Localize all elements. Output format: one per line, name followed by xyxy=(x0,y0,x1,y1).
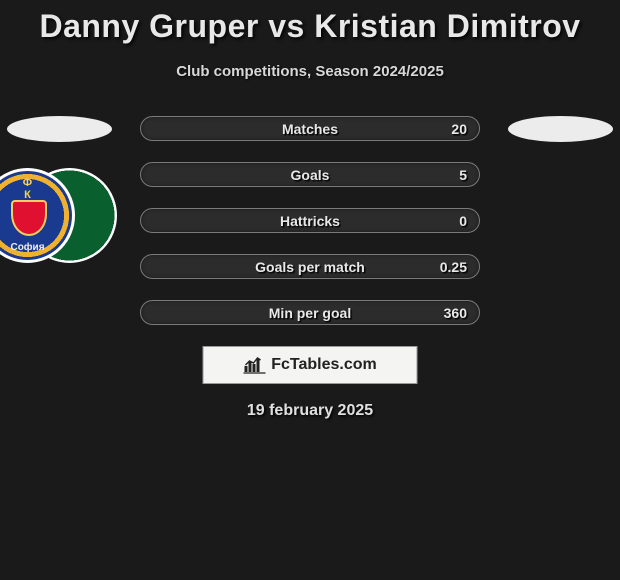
club-logo-levski-shield xyxy=(11,200,47,236)
stat-row-hattricks: Hattricks 0 xyxy=(140,208,480,233)
stat-value-right: 0.25 xyxy=(440,259,467,275)
stat-label: Goals per match xyxy=(255,259,365,275)
stat-value-right: 5 xyxy=(459,167,467,183)
comparison-stage: Matches 20 Goals 5 Hattricks 0 Goals per… xyxy=(0,98,620,438)
stat-label: Matches xyxy=(282,121,338,137)
stat-value-right: 360 xyxy=(444,305,467,321)
page-title: Danny Gruper vs Kristian Dimitrov xyxy=(0,0,620,45)
stat-row-min-per-goal: Min per goal 360 xyxy=(140,300,480,325)
stat-bars: Matches 20 Goals 5 Hattricks 0 Goals per… xyxy=(140,116,480,346)
club-logo-levski xyxy=(0,168,75,263)
stat-row-matches: Matches 20 xyxy=(140,116,480,141)
player-left-photo-placeholder xyxy=(7,116,112,142)
stat-value-right: 0 xyxy=(459,213,467,229)
stat-row-goals: Goals 5 xyxy=(140,162,480,187)
stat-label: Hattricks xyxy=(280,213,340,229)
bar-chart-icon xyxy=(243,356,265,374)
stat-value-right: 20 xyxy=(451,121,467,137)
brand-text: FcTables.com xyxy=(271,356,377,374)
brand-badge[interactable]: FcTables.com xyxy=(203,346,418,384)
stat-label: Goals xyxy=(291,167,330,183)
subtitle: Club competitions, Season 2024/2025 xyxy=(0,63,620,80)
stat-label: Min per goal xyxy=(269,305,351,321)
player-right-photo-placeholder xyxy=(508,116,613,142)
stat-row-goals-per-match: Goals per match 0.25 xyxy=(140,254,480,279)
date-label: 19 february 2025 xyxy=(0,402,620,420)
